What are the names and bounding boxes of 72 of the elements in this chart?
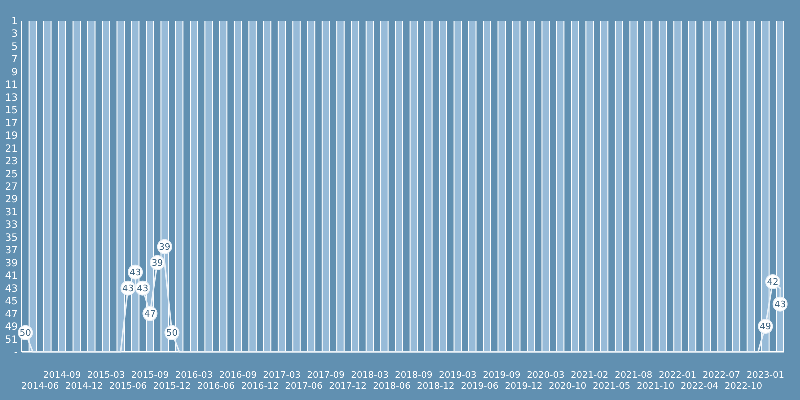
x-tick-label: 2022-04 xyxy=(680,382,719,392)
x-tick-label: 2015-12 xyxy=(153,382,192,392)
x-tick-label: 2018-09 xyxy=(395,371,434,381)
y-tick-label: 31 xyxy=(5,207,18,218)
y-tick-label: 27 xyxy=(5,182,18,193)
x-tick-label: 2023-01 xyxy=(746,371,784,381)
x-tick-label: 2018-06 xyxy=(373,382,412,392)
x-tick-label: 2016-06 xyxy=(197,382,236,392)
x-tick-label: 2021-02 xyxy=(571,371,609,381)
y-tick-label: 41 xyxy=(5,271,18,282)
y-tick-label: 9 xyxy=(12,67,18,78)
y-tick-label: 45 xyxy=(5,296,18,308)
x-tick-label: 2019-12 xyxy=(505,382,543,392)
y-tick-label: 17 xyxy=(5,118,18,130)
y-tick-label: 7 xyxy=(12,54,18,66)
x-tick-label: 2019-09 xyxy=(483,371,521,381)
data-label: 50 xyxy=(20,329,32,340)
y-tick-label: 43 xyxy=(5,284,18,295)
x-tick-label: 2017-09 xyxy=(307,371,346,381)
y-tick-label: 23 xyxy=(5,156,18,168)
y-tick-label: 15 xyxy=(5,106,18,117)
data-label: 43 xyxy=(137,284,149,294)
x-tick-label: 2019-03 xyxy=(439,371,477,381)
x-tick-label: 2018-03 xyxy=(351,371,389,381)
x-tick-label: 2020-10 xyxy=(549,382,587,392)
data-label: 49 xyxy=(760,322,772,333)
data-label: 50 xyxy=(166,329,178,340)
y-tick-label: 39 xyxy=(5,258,18,270)
x-tick-label: 2022-07 xyxy=(702,371,741,381)
y-tick-label: 37 xyxy=(5,246,18,257)
x-tick-label: 2014-09 xyxy=(43,371,82,381)
y-tick-label: 19 xyxy=(5,131,18,142)
x-tick-label: 2016-12 xyxy=(241,382,279,392)
x-tick-label: 2014-06 xyxy=(22,382,60,392)
x-tick-label: 2021-10 xyxy=(636,382,675,392)
x-tick-label: 2022-10 xyxy=(724,382,763,392)
y-tick-label: 51 xyxy=(5,334,18,346)
y-tick-label: 1 xyxy=(12,16,18,28)
y-tick-label: 21 xyxy=(5,144,18,155)
x-tick-label: 2019-06 xyxy=(461,382,500,392)
x-tick-label: 2021-05 xyxy=(593,382,631,392)
x-tick-label: 2020-03 xyxy=(527,371,565,381)
y-tick-label: 29 xyxy=(5,194,18,206)
y-tick-label: 5 xyxy=(12,42,18,53)
x-tick-label: 2022-01 xyxy=(658,371,697,381)
y-tick-label: 3 xyxy=(12,29,18,40)
data-label: 47 xyxy=(144,310,156,320)
data-label: 39 xyxy=(159,243,171,254)
y-tick-label: 11 xyxy=(5,80,18,92)
data-label: 43 xyxy=(130,268,142,278)
data-label: 39 xyxy=(152,259,164,270)
y-tick-label: 13 xyxy=(5,92,18,104)
x-tick-label: 2016-03 xyxy=(175,371,213,381)
y-tick-label: 33 xyxy=(5,220,18,232)
x-tick-label: 2021-08 xyxy=(614,371,653,381)
x-tick-label: 2015-09 xyxy=(131,371,170,381)
y-tick-label: 35 xyxy=(5,232,18,244)
y-tick-label: 49 xyxy=(5,322,18,334)
y-tick-label: 47 xyxy=(5,309,18,320)
x-tick-label: 2015-03 xyxy=(87,371,126,381)
x-tick-label: 2014-12 xyxy=(65,382,104,392)
x-tick-label: 2018-12 xyxy=(417,382,455,392)
y-tick-label: - xyxy=(14,348,18,358)
data-label: 43 xyxy=(774,300,786,310)
data-label: 42 xyxy=(767,278,779,288)
data-label: 43 xyxy=(122,284,134,294)
x-tick-label: 2017-12 xyxy=(329,382,367,392)
x-tick-label: 2017-03 xyxy=(263,371,301,381)
x-tick-label: 2015-06 xyxy=(109,382,148,392)
x-tick-label: 2017-06 xyxy=(285,382,324,392)
x-tick-label: 2016-09 xyxy=(219,371,258,381)
y-tick-label: 25 xyxy=(5,169,18,180)
